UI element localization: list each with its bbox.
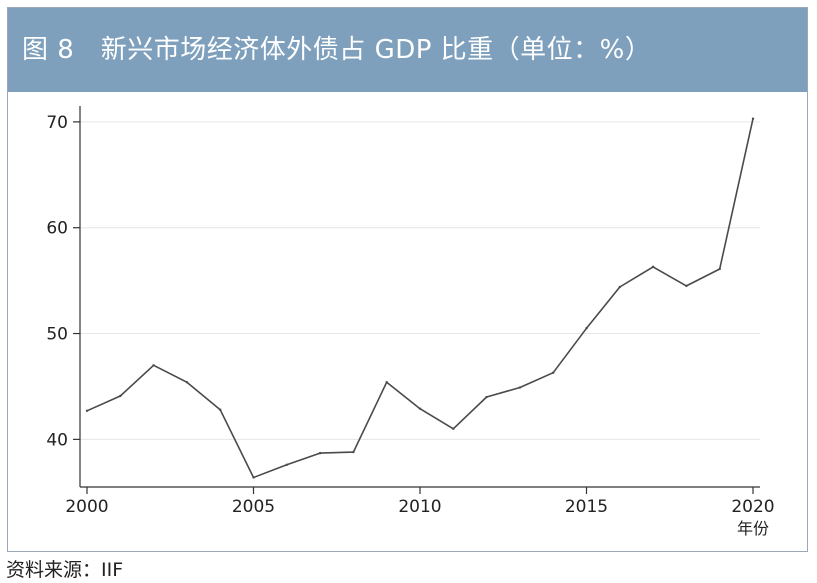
axes xyxy=(73,106,760,494)
title-bar: 图 8 新兴市场经济体外债占 GDP 比重（单位：%） xyxy=(8,8,807,92)
data-point-2016 xyxy=(618,285,621,289)
y-tick-label-60: 60 xyxy=(46,219,68,239)
data-point-2006 xyxy=(285,463,288,466)
x-axis-title: 年份 xyxy=(737,519,769,538)
data-point-2018 xyxy=(685,284,688,288)
x-tick-label-2015: 2015 xyxy=(565,497,608,517)
y-tick-label-50: 50 xyxy=(46,325,68,345)
data-point-2011 xyxy=(452,427,455,430)
data-point-2014 xyxy=(552,371,555,374)
x-tick-label-2005: 2005 xyxy=(232,497,275,517)
data-point-2019 xyxy=(718,267,721,271)
data-point-2007 xyxy=(318,451,322,455)
x-tick-label-2010: 2010 xyxy=(398,497,441,517)
data-point-2009 xyxy=(385,381,388,384)
data-point-2010 xyxy=(418,407,422,410)
x-tick-label-2000: 2000 xyxy=(65,497,108,517)
series xyxy=(85,117,755,479)
data-point-2005 xyxy=(252,476,255,479)
data-point-2015 xyxy=(585,327,588,330)
chart-title: 图 8 新兴市场经济体外债占 GDP 比重（单位：%） xyxy=(22,35,652,65)
data-point-2020 xyxy=(751,117,755,120)
data-point-2017 xyxy=(651,265,655,269)
data-point-2001 xyxy=(119,394,122,398)
data-point-2002 xyxy=(152,364,155,367)
data-point-2004 xyxy=(219,408,222,411)
data-point-2008 xyxy=(352,450,355,454)
y-tick-label-70: 70 xyxy=(46,113,68,133)
y-tick-label-40: 40 xyxy=(46,430,68,450)
gridlines xyxy=(80,121,760,440)
series-line xyxy=(86,118,754,479)
data-point-2012 xyxy=(485,395,488,399)
x-tick-label-2020: 2020 xyxy=(731,497,774,517)
tick-labels: 40 50 60 70 2000 2005 2010 2015 2020 年份 xyxy=(46,113,774,538)
source-note: 资料来源：IIF xyxy=(6,559,124,581)
data-point-2013 xyxy=(518,386,522,389)
data-point-2000 xyxy=(85,409,89,412)
data-point-2003 xyxy=(185,381,189,384)
